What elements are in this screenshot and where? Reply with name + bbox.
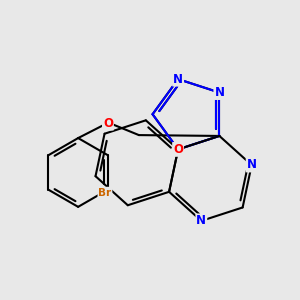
- Text: Br: Br: [98, 188, 112, 198]
- Text: O: O: [173, 143, 183, 156]
- Text: N: N: [247, 158, 257, 172]
- Text: N: N: [196, 214, 206, 227]
- Text: N: N: [173, 73, 183, 85]
- Text: N: N: [214, 86, 224, 99]
- Text: O: O: [103, 117, 113, 130]
